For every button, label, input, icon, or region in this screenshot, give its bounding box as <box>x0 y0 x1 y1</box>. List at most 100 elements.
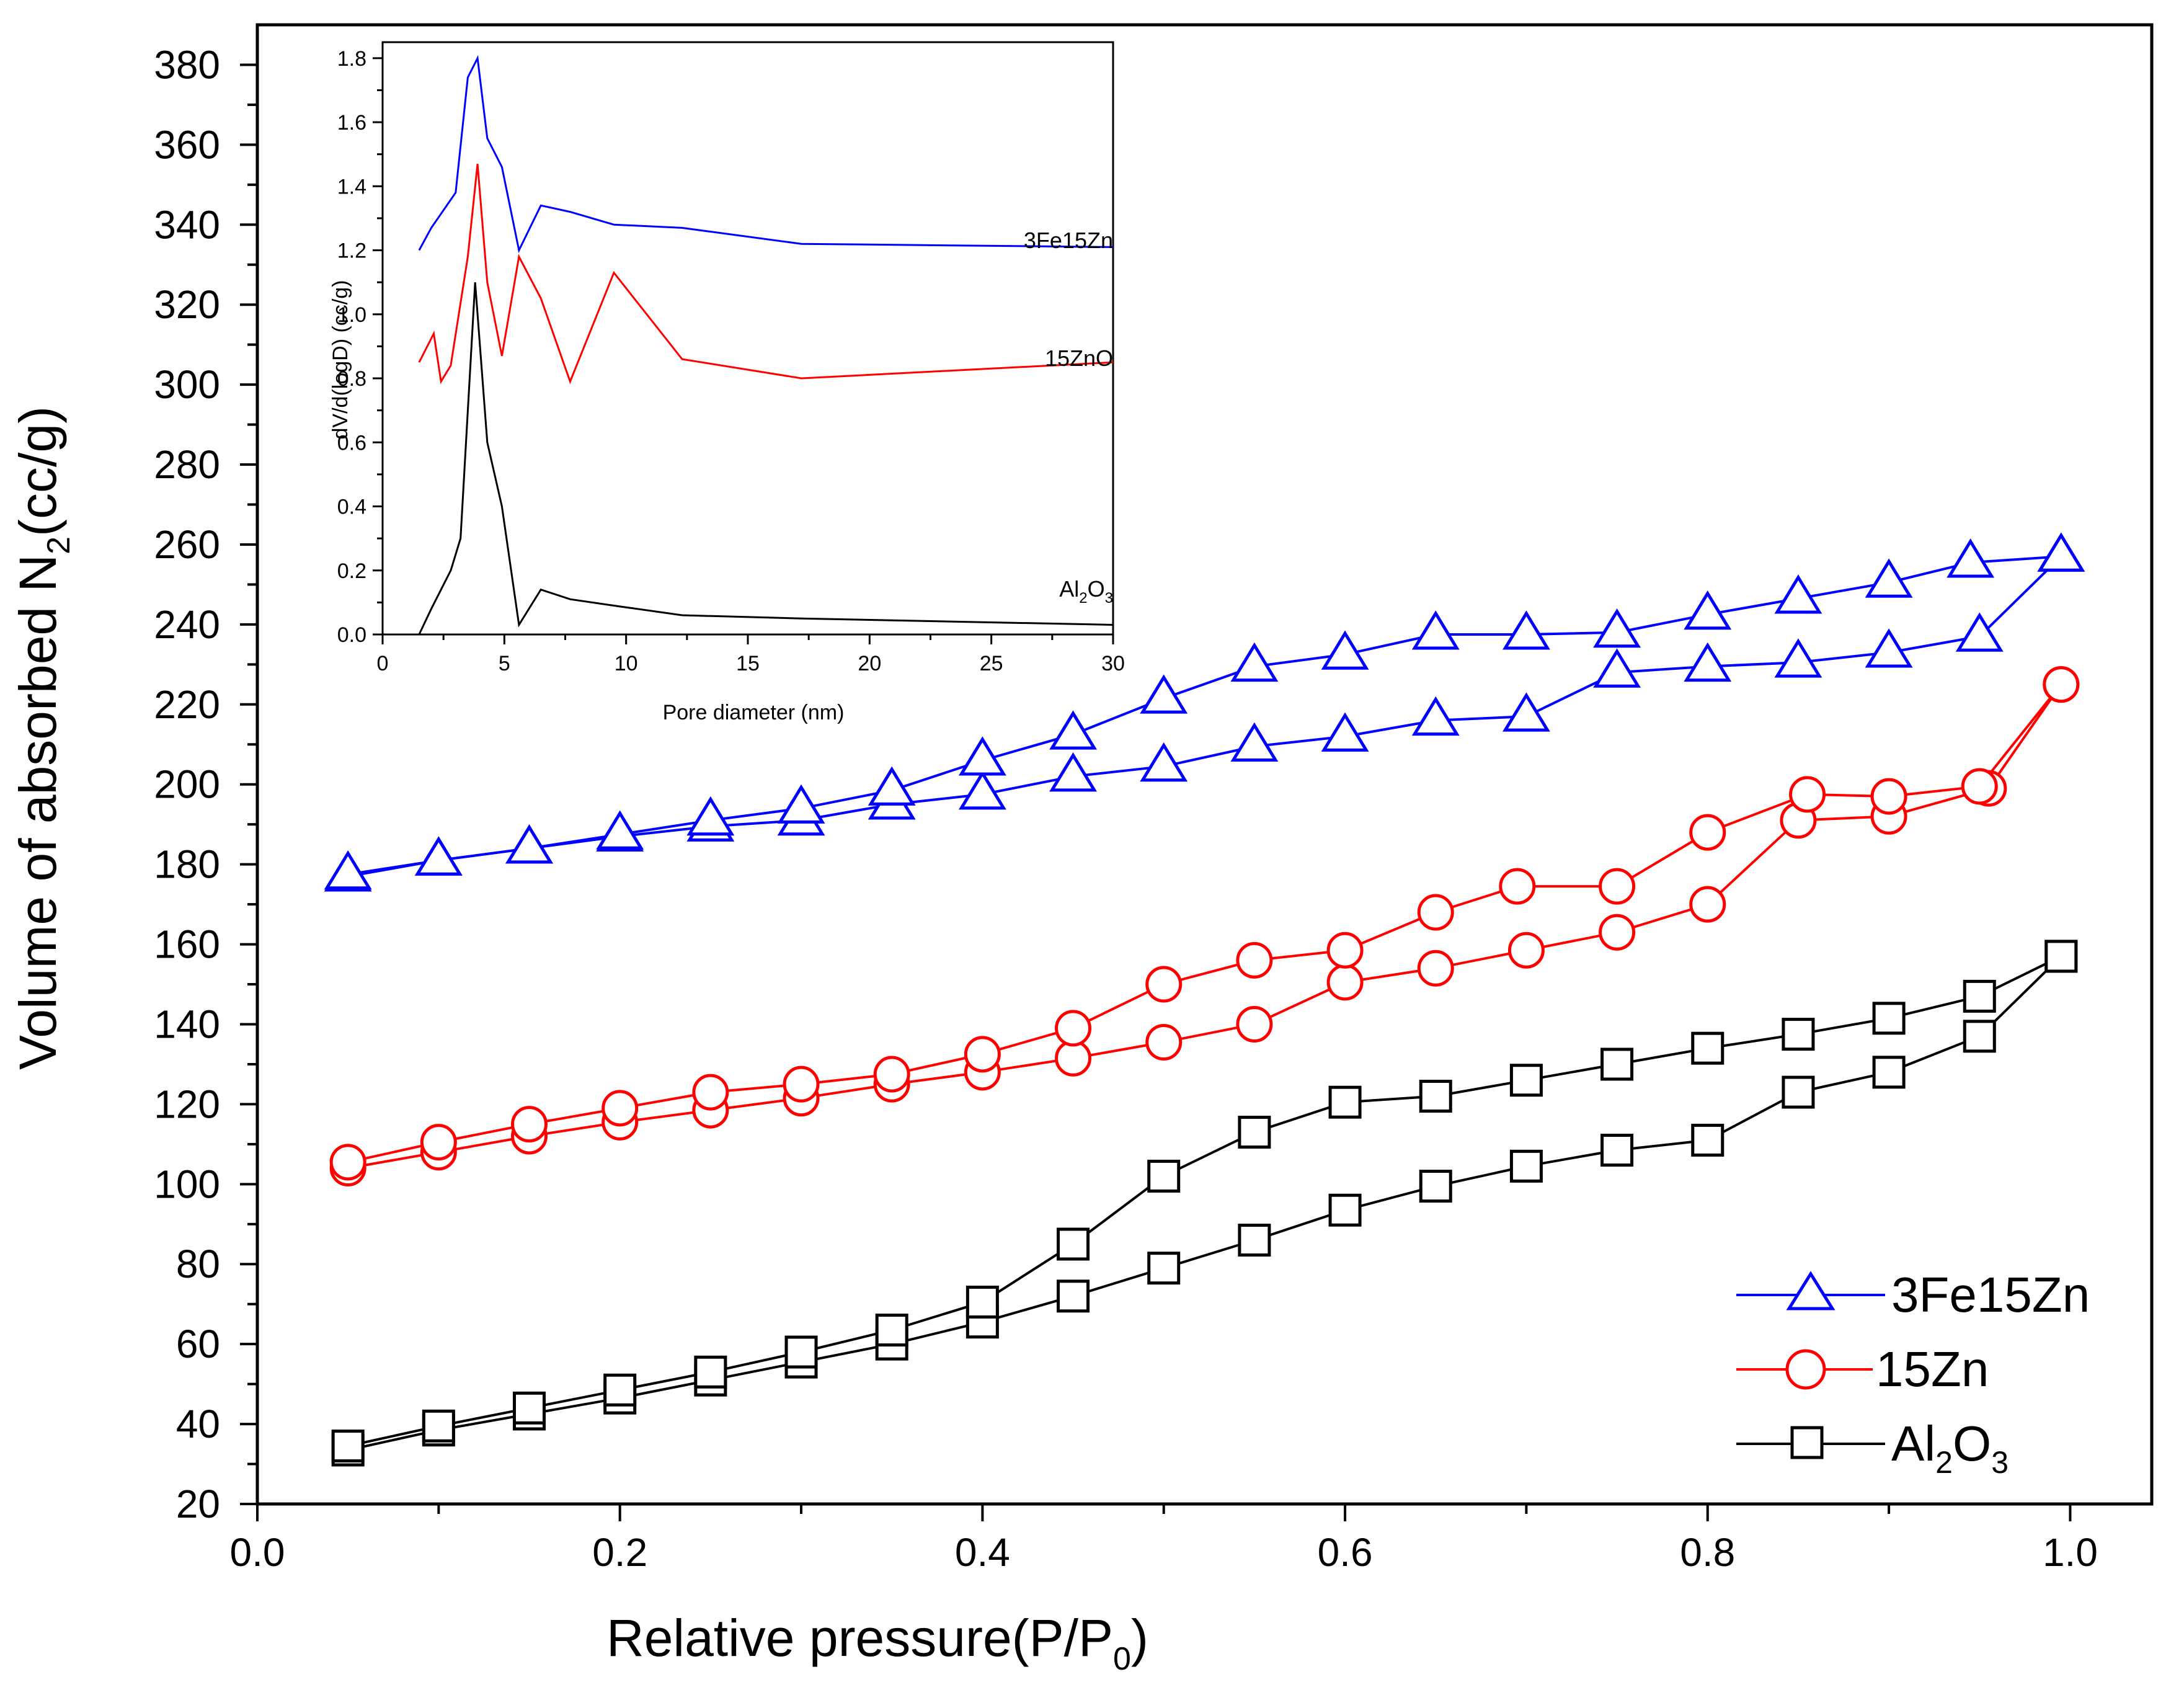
data-point-15zn <box>1689 814 1726 851</box>
main-y-tick-label: 380 <box>154 42 220 87</box>
legend-marker-3fe15zn <box>1786 1271 1836 1310</box>
main-x-tick-label: 0.0 <box>230 1530 285 1575</box>
main-x-tick-label: 0.4 <box>955 1530 1010 1575</box>
inset-label-3fe15zn: 3Fe15Zn <box>1024 228 1113 253</box>
data-point-3fe15zn <box>777 784 825 824</box>
data-point-15zn <box>1499 868 1536 905</box>
data-point-15zn <box>511 1106 548 1143</box>
data-point-15zn <box>1599 914 1636 951</box>
data-point-3fe15zn <box>1865 558 1913 598</box>
main-y-tick-label: 160 <box>154 922 220 967</box>
data-point-al2o3 <box>1057 1227 1090 1261</box>
data-point-3fe15zn <box>505 824 553 864</box>
inset-y-axis-title: dV/d(logD) (cc/g) <box>329 280 352 440</box>
main-plot-series <box>324 532 2085 1467</box>
data-point-15zn <box>1689 886 1726 923</box>
data-point-al2o3 <box>1782 1018 1815 1051</box>
data-point-15zn <box>1326 932 1364 969</box>
data-point-al2o3 <box>1782 1075 1815 1109</box>
inset-x-axis-title: Pore diameter (nm) <box>663 701 845 724</box>
inset-y-tick-label: 1.0 <box>337 303 366 327</box>
inset-y-tick-label: 1.6 <box>337 111 366 135</box>
data-point-15zn <box>2043 666 2080 703</box>
data-point-al2o3 <box>2044 940 2078 973</box>
data-point-15zn <box>1417 950 1454 987</box>
main-x-axis-title: Relative pressure(P/P0) <box>606 1609 1148 1677</box>
data-point-3fe15zn <box>1947 538 1995 578</box>
inset-x-tick-label: 25 <box>980 652 1003 675</box>
legend-label-3fe15zn: 3Fe15Zn <box>1891 1267 2090 1322</box>
data-point-3fe15zn <box>1955 612 2004 652</box>
data-point-3fe15zn <box>1411 696 1460 736</box>
inset-y-tick-label: 1.2 <box>337 239 366 263</box>
main-y-tick-label: 180 <box>154 842 220 887</box>
main-y-tick-label: 280 <box>154 442 220 487</box>
inset-x-tick-label: 15 <box>736 652 760 675</box>
data-point-15zn <box>1789 776 1826 813</box>
inset-axes: 0 5 10 15 20 25 30 0.0 0.2 0.4 0.6 0.8 1.0 1.2 1.4 1.6 1… <box>337 41 1125 675</box>
main-y-tick-label: 300 <box>154 362 220 407</box>
data-point-al2o3 <box>1057 1279 1090 1313</box>
inset-label-al2o3: Al2O3 <box>1059 576 1113 607</box>
data-point-3fe15zn <box>1865 628 1913 668</box>
data-point-al2o3 <box>965 1285 999 1319</box>
main-x-tick-label: 0.2 <box>592 1530 647 1575</box>
data-point-3fe15zn <box>596 810 644 850</box>
legend-label-15zn: 15Zn <box>1876 1341 1989 1397</box>
inset-label-15zno: 15ZnO <box>1045 345 1113 371</box>
inset-series-line-3fe15zn <box>418 55 1114 254</box>
inset-y-tick-label: 0.4 <box>337 496 366 519</box>
main-y-tick-label: 60 <box>176 1322 220 1366</box>
data-point-15zn <box>1870 778 1907 815</box>
main-x-tick-label: 1.0 <box>2043 1530 2098 1575</box>
data-point-3fe15zn <box>1049 752 1097 792</box>
data-point-15zn <box>1507 932 1545 969</box>
inset-x-tick-label: 10 <box>615 652 638 675</box>
data-point-15zn <box>964 1036 1001 1073</box>
data-point-al2o3 <box>1328 1193 1362 1227</box>
data-point-3fe15zn <box>414 836 463 876</box>
main-axes: 0.0 0.2 0.4 0.6 0.8 1.02040608010012014016018… <box>154 23 2154 1575</box>
main-plot-frame <box>255 23 2154 1506</box>
data-point-15zn <box>329 1144 366 1181</box>
data-point-3fe15zn <box>958 770 1006 810</box>
main-y-tick-label: 140 <box>154 1002 220 1046</box>
data-point-al2o3 <box>331 1430 365 1463</box>
inset-y-tick-label: 0.6 <box>337 431 366 455</box>
inset-series-line-al2o3 <box>418 282 1114 635</box>
data-point-15zn <box>1599 868 1636 905</box>
legend: 3Fe15Zn 15Zn Al2O3 <box>1736 1267 2090 1480</box>
data-point-al2o3 <box>1872 1056 1906 1089</box>
data-point-3fe15zn <box>1593 608 1641 648</box>
data-point-15zn <box>1145 1023 1183 1061</box>
data-point-3fe15zn <box>958 736 1006 776</box>
data-point-al2o3 <box>1328 1085 1362 1119</box>
data-point-3fe15zn <box>324 850 372 890</box>
data-point-3fe15zn <box>1684 590 1732 630</box>
data-point-15zn <box>1417 894 1454 931</box>
inset-y-tick-label: 0.0 <box>337 623 366 647</box>
inset-x-tick-label: 5 <box>499 652 510 675</box>
data-point-al2o3 <box>1419 1080 1452 1113</box>
data-point-al2o3 <box>1238 1224 1271 1257</box>
main-y-axis-title: Volume of absorbed N2(cc/g) <box>9 406 77 1070</box>
inset-plot-frame <box>381 41 1114 636</box>
data-point-al2o3 <box>1509 1149 1543 1183</box>
data-point-3fe15zn <box>1321 712 1369 752</box>
data-point-3fe15zn <box>1774 638 1822 678</box>
data-point-3fe15zn <box>1502 610 1550 650</box>
inset-plot-series <box>418 55 1114 635</box>
data-point-al2o3 <box>1691 1031 1725 1065</box>
inset-x-tick-label: 30 <box>1101 652 1125 675</box>
data-point-3fe15zn <box>1593 648 1641 688</box>
data-point-3fe15zn <box>1230 642 1279 682</box>
main-x-tick-label: 0.8 <box>1680 1530 1735 1575</box>
data-point-al2o3 <box>1147 1252 1181 1285</box>
main-y-tick-label: 80 <box>176 1242 220 1286</box>
main-y-tick-label: 200 <box>154 762 220 807</box>
data-point-15zn <box>873 1056 910 1093</box>
inset-x-tick-label: 20 <box>858 652 881 675</box>
data-point-3fe15zn <box>1411 610 1460 650</box>
data-point-15zn <box>692 1074 729 1111</box>
